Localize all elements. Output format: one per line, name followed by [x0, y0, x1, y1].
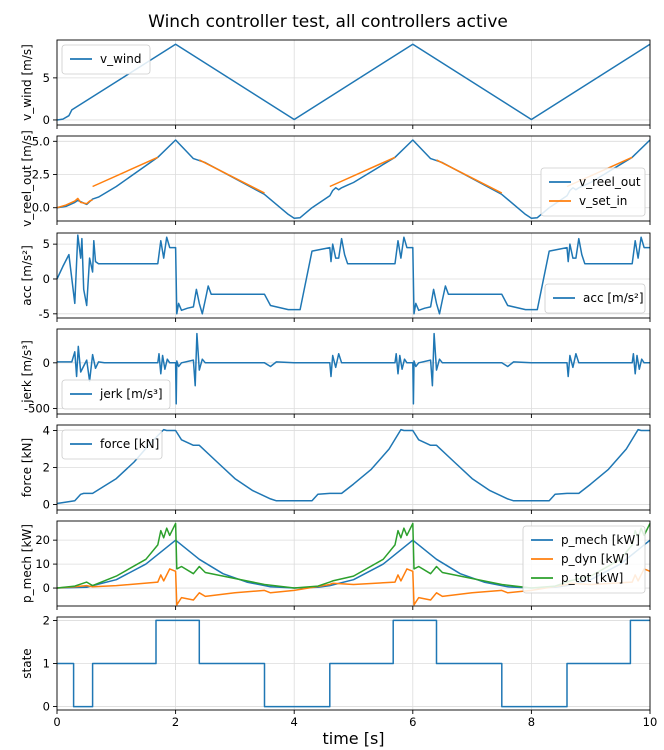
x-tick-label: 2 — [172, 715, 179, 729]
series-line-acc — [56, 234, 650, 315]
panel-reel: 0.0 2.5 5.0v_reel_out [m/s] v_reel_out v_set… — [20, 130, 651, 227]
x-tick-label: 6 — [409, 715, 416, 729]
y-tick-label: -5 — [39, 307, 50, 321]
series-line-v_set_in — [329, 156, 396, 188]
y-tick-label: 2 — [43, 613, 50, 627]
legend-entry: jerk [m/s³] — [99, 387, 163, 401]
legend-entry: p_tot [kW] — [561, 571, 623, 585]
legend: p_mech [kW] p_dyn [kW] p_tot [kW] — [522, 525, 646, 594]
legend-box — [540, 167, 646, 217]
y-tick-label: 2.5 — [32, 168, 50, 182]
series-line-v_set_in — [436, 159, 503, 194]
plot-frame — [56, 135, 651, 222]
legend-entry: v_reel_out — [579, 175, 641, 189]
x-tick-label: 0 — [53, 715, 60, 729]
y-tick-label: 4 — [43, 424, 50, 438]
y-tick-label: 1 — [43, 657, 50, 671]
legend: v_wind — [61, 44, 151, 75]
legend-box — [61, 379, 171, 410]
y-axis-label: v_wind [m/s] — [20, 44, 34, 121]
y-axis-label: acc [m/s²] — [20, 245, 34, 306]
legend-entry: acc [m/s²] — [583, 291, 644, 305]
legend-entry: p_mech [kW] — [561, 533, 640, 547]
y-axis-label: force [kN] — [20, 438, 34, 497]
y-tick-label: 5.0 — [32, 134, 50, 148]
y-tick-label: 0 — [43, 356, 50, 370]
y-tick-label: 0.0 — [32, 201, 50, 215]
plot-frame — [56, 39, 651, 126]
legend-box — [522, 525, 646, 594]
series-line-v_set_in — [92, 156, 159, 188]
y-tick-label: 5 — [43, 237, 50, 251]
y-axis-label: jerk [m/s³] — [20, 340, 34, 404]
plot-frame — [56, 328, 651, 415]
x-tick-label: 10 — [643, 715, 658, 729]
legend-entry: force [kN] — [100, 437, 159, 451]
panel-wind: 0 5 v_wind [m/s] v_wind — [20, 39, 651, 129]
y-tick-label: 0 — [43, 272, 50, 286]
y-tick-label: 20 — [35, 533, 50, 547]
y-axis-label: v_reel_out [m/s] — [20, 130, 34, 227]
x-tick-label: 8 — [528, 715, 535, 729]
panel-force: 0 2 4 force [kN] force [kN] — [20, 424, 651, 514]
y-tick-label: -500 — [24, 402, 50, 416]
x-tick-label: 4 — [291, 715, 298, 729]
y-axis-label: state — [20, 648, 34, 678]
series-line-v_set_in — [56, 197, 93, 209]
panel-state: 0 1 2 0 2 4 6 8 10 state time [s] — [20, 613, 657, 748]
legend-entry: p_dyn [kW] — [561, 552, 629, 566]
y-tick-label: 0 — [43, 113, 50, 127]
plot-frame — [56, 232, 651, 319]
y-tick-label: 5 — [43, 71, 50, 85]
legend-entry: v_wind — [100, 52, 141, 66]
x-axis-label: time [s] — [322, 729, 384, 748]
y-tick-label: 0 — [43, 497, 50, 511]
legend: acc [m/s²] — [544, 283, 646, 314]
legend: v_reel_out v_set_in — [540, 167, 646, 217]
figure-title: Winch controller test, all controllers a… — [148, 12, 508, 32]
y-tick-label: 0 — [43, 581, 50, 595]
legend-box — [61, 44, 151, 75]
legend: jerk [m/s³] — [61, 379, 171, 410]
panel-acc: -5 0 5 acc [m/s²] acc [m/s²] — [20, 232, 651, 322]
y-tick-label: 0 — [43, 700, 50, 714]
y-tick-label: 2 — [43, 461, 50, 475]
legend-entry: v_set_in — [579, 194, 627, 208]
series-line-v_set_in — [198, 159, 265, 194]
legend-box — [61, 429, 163, 460]
panel-jerk: -500 0 jerk [m/s³] jerk [m/s³] — [20, 328, 651, 418]
legend: force [kN] — [61, 429, 163, 460]
legend-box — [544, 283, 646, 314]
series-line-v_wind — [56, 43, 651, 121]
series-line-state — [57, 619, 650, 708]
y-axis-label: p_mech [kW] — [20, 524, 34, 603]
series-line-jerk — [57, 332, 650, 405]
plot-frame — [56, 520, 651, 607]
y-tick-label: 10 — [35, 557, 50, 571]
